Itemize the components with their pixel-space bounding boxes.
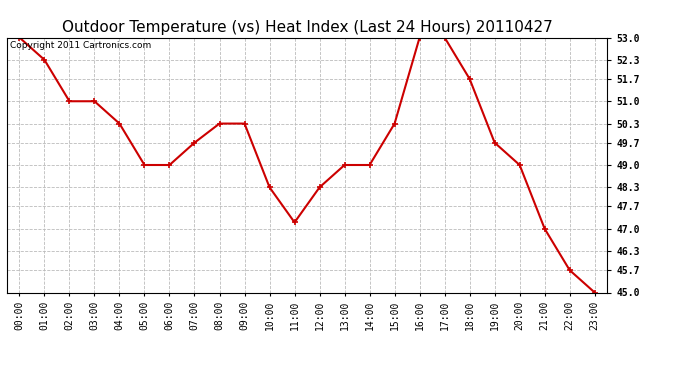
Text: Copyright 2011 Cartronics.com: Copyright 2011 Cartronics.com	[10, 41, 151, 50]
Title: Outdoor Temperature (vs) Heat Index (Last 24 Hours) 20110427: Outdoor Temperature (vs) Heat Index (Las…	[61, 20, 553, 35]
